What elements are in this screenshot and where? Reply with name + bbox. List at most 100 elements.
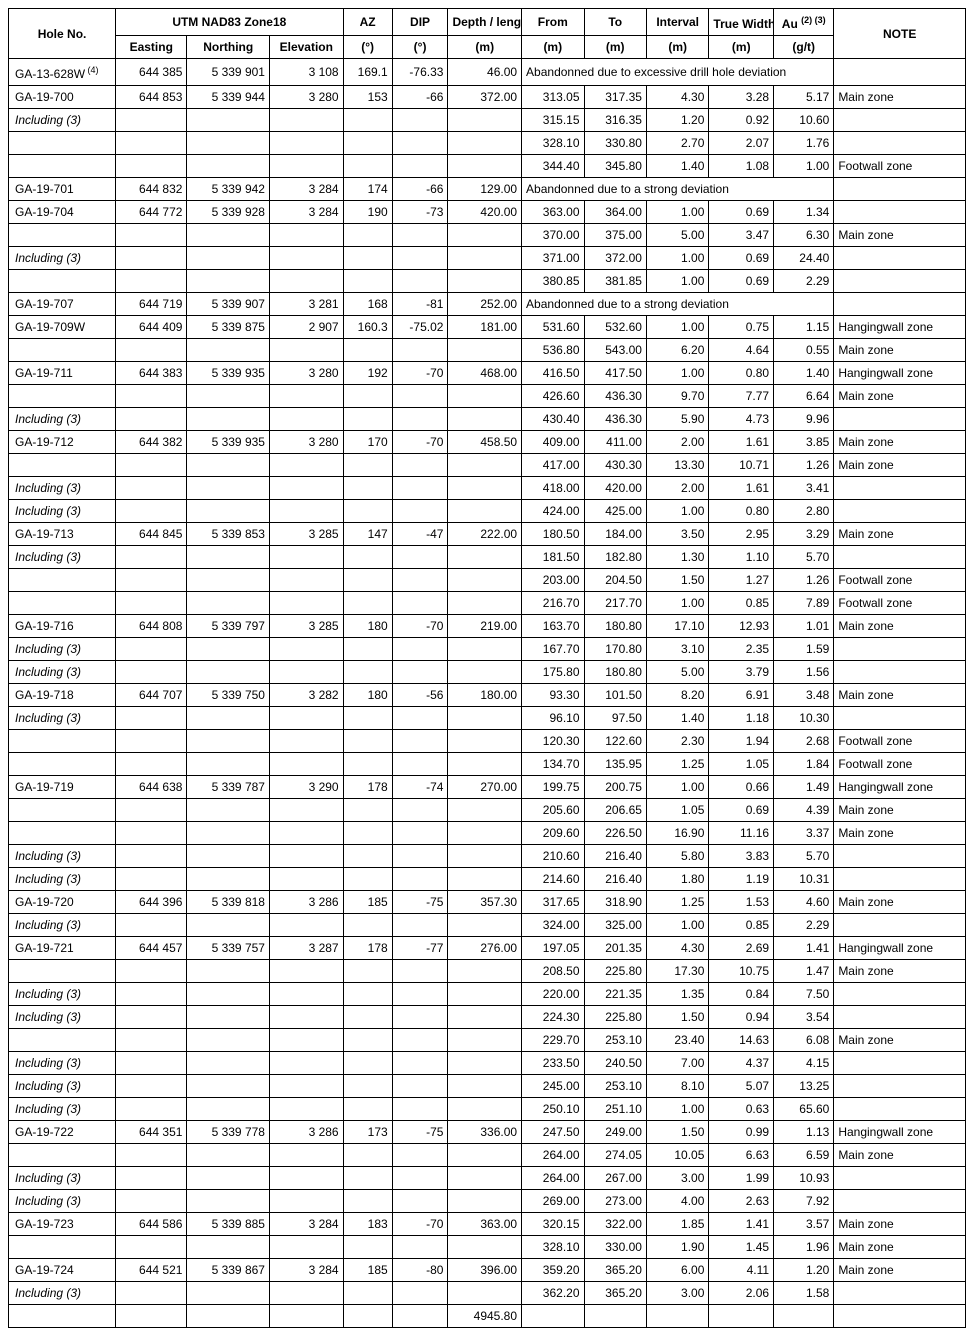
cell-to: 532.60	[584, 316, 646, 339]
cell-dip	[392, 1075, 448, 1098]
cell-easting	[116, 799, 187, 822]
cell-northing: 5 339 901	[187, 59, 270, 86]
table-row: Including (3)214.60216.401.801.1910.31	[9, 868, 966, 891]
table-row: GA-19-722644 3515 339 7783 286173-75336.…	[9, 1121, 966, 1144]
cell-hole	[9, 1029, 116, 1052]
cell-hole: GA-19-713	[9, 523, 116, 546]
cell-northing: 5 339 787	[187, 776, 270, 799]
cell-northing: 5 339 944	[187, 86, 270, 109]
cell-depth: 181.00	[448, 316, 522, 339]
cell-true-width: 0.69	[709, 799, 774, 822]
cell-to: 206.65	[584, 799, 646, 822]
cell-from: 418.00	[522, 477, 584, 500]
cell-note	[834, 247, 966, 270]
table-row: 264.00274.0510.056.636.59Main zone	[9, 1144, 966, 1167]
cell-easting	[116, 592, 187, 615]
cell-from: 328.10	[522, 1236, 584, 1259]
cell-dip: -70	[392, 615, 448, 638]
table-row: Including (3)269.00273.004.002.637.92	[9, 1190, 966, 1213]
table-row: 417.00430.3013.3010.711.26Main zone	[9, 454, 966, 477]
cell-dip	[392, 385, 448, 408]
cell-hole: Including (3)	[9, 1052, 116, 1075]
cell-dip: -80	[392, 1259, 448, 1282]
cell-au: 6.08	[774, 1029, 834, 1052]
cell-true-width: 0.80	[709, 362, 774, 385]
table-row: GA-19-720644 3965 339 8183 286185-75357.…	[9, 891, 966, 914]
cell-hole: Including (3)	[9, 914, 116, 937]
cell-hole: GA-19-722	[9, 1121, 116, 1144]
cell-interval: 1.50	[646, 1121, 708, 1144]
cell-true-width: 1.18	[709, 707, 774, 730]
table-row: GA-19-712644 3825 339 9353 280170-70458.…	[9, 431, 966, 454]
cell-az	[343, 753, 392, 776]
cell-northing: 5 339 935	[187, 362, 270, 385]
cell-from: 324.00	[522, 914, 584, 937]
table-row: Including (3)424.00425.001.000.802.80	[9, 500, 966, 523]
cell-easting	[116, 1075, 187, 1098]
cell-au: 24.40	[774, 247, 834, 270]
table-row: 229.70253.1023.4014.636.08Main zone	[9, 1029, 966, 1052]
cell-true-width: 0.99	[709, 1121, 774, 1144]
cell-dip	[392, 638, 448, 661]
cell-dip	[392, 1052, 448, 1075]
cell-true-width: 1.41	[709, 1213, 774, 1236]
cell-interval: 1.85	[646, 1213, 708, 1236]
cell-au: 5.17	[774, 86, 834, 109]
cell-true-width: 6.91	[709, 684, 774, 707]
cell-dip	[392, 1282, 448, 1305]
cell-note: Footwall zone	[834, 730, 966, 753]
cell-elevation	[269, 730, 343, 753]
cell-elevation: 3 280	[269, 86, 343, 109]
cell-note	[834, 914, 966, 937]
footer-depth-total: 4945.80	[448, 1305, 522, 1328]
cell-az: 178	[343, 776, 392, 799]
cell-northing	[187, 868, 270, 891]
cell-easting	[116, 546, 187, 569]
cell-note: Main zone	[834, 523, 966, 546]
cell-from: 426.60	[522, 385, 584, 408]
cell-depth: 420.00	[448, 201, 522, 224]
cell-dip: -70	[392, 1213, 448, 1236]
cell-hole: Including (3)	[9, 845, 116, 868]
cell-easting	[116, 914, 187, 937]
cell-au: 7.89	[774, 592, 834, 615]
cell-interval: 8.10	[646, 1075, 708, 1098]
table-row: GA-19-724644 5215 339 8673 284185-80396.…	[9, 1259, 966, 1282]
cell-elevation	[269, 1190, 343, 1213]
cell-az	[343, 569, 392, 592]
table-row: Including (3)245.00253.108.105.0713.25	[9, 1075, 966, 1098]
cell-au: 1.49	[774, 776, 834, 799]
cell-az	[343, 109, 392, 132]
cell-elevation	[269, 845, 343, 868]
table-row: 216.70217.701.000.857.89Footwall zone	[9, 592, 966, 615]
cell-true-width: 0.66	[709, 776, 774, 799]
cell-northing	[187, 1236, 270, 1259]
cell-to: 184.00	[584, 523, 646, 546]
cell-au: 1.41	[774, 937, 834, 960]
cell-dip: -66	[392, 86, 448, 109]
cell-au: 2.80	[774, 500, 834, 523]
cell-from: 181.50	[522, 546, 584, 569]
cell-from: 229.70	[522, 1029, 584, 1052]
cell-interval: 1.50	[646, 569, 708, 592]
cell-interval: 13.30	[646, 454, 708, 477]
cell-from: 203.00	[522, 569, 584, 592]
table-row: GA-19-718644 7075 339 7503 282180-56180.…	[9, 684, 966, 707]
cell-note: Footwall zone	[834, 155, 966, 178]
cell-from: 250.10	[522, 1098, 584, 1121]
cell-dip	[392, 1029, 448, 1052]
cell-hole: GA-19-721	[9, 937, 116, 960]
cell-true-width: 0.75	[709, 316, 774, 339]
cell-to: 201.35	[584, 937, 646, 960]
cell-au: 1.47	[774, 960, 834, 983]
cell-dip	[392, 1144, 448, 1167]
cell-note	[834, 661, 966, 684]
cell-interval: 1.00	[646, 201, 708, 224]
cell-northing	[187, 224, 270, 247]
cell-az: 160.3	[343, 316, 392, 339]
cell-depth	[448, 914, 522, 937]
cell-true-width: 2.69	[709, 937, 774, 960]
cell-to: 317.35	[584, 86, 646, 109]
cell-az	[343, 707, 392, 730]
cell-interval: 10.05	[646, 1144, 708, 1167]
